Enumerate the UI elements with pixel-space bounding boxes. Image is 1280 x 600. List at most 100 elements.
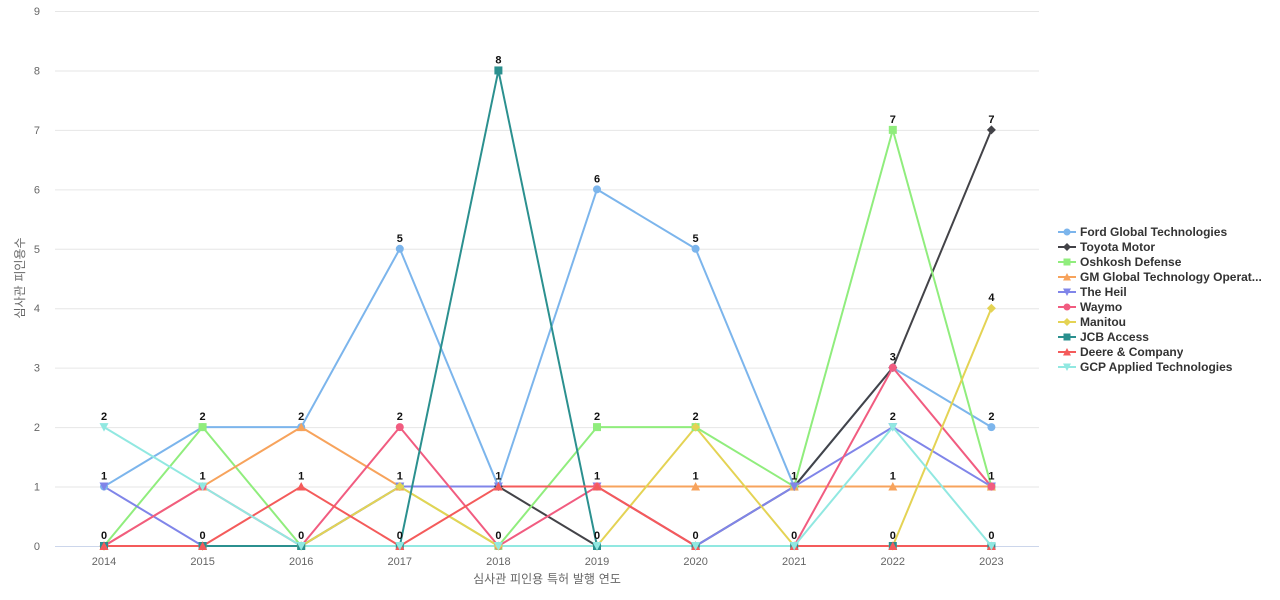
data-point[interactable] bbox=[987, 482, 996, 491]
data-label: 0 bbox=[397, 530, 403, 542]
data-point[interactable] bbox=[296, 542, 306, 551]
data-point[interactable] bbox=[493, 542, 503, 551]
legend-item[interactable]: GCP Applied Technologies bbox=[1058, 359, 1280, 374]
data-point[interactable] bbox=[592, 482, 602, 491]
x-tick-label: 2018 bbox=[486, 556, 510, 568]
legend-label: Oshkosh Defense bbox=[1080, 254, 1182, 269]
x-tick-label: 2023 bbox=[979, 556, 1003, 568]
data-point[interactable] bbox=[987, 423, 996, 432]
data-label: 6 bbox=[594, 173, 600, 185]
data-point[interactable] bbox=[296, 482, 306, 491]
series-line[interactable] bbox=[103, 188, 992, 488]
x-tick-label: 2020 bbox=[683, 556, 707, 568]
legend-label: Ford Global Technologies bbox=[1080, 224, 1228, 239]
data-label: 0 bbox=[988, 530, 994, 542]
data-point[interactable] bbox=[99, 482, 109, 492]
data-point[interactable] bbox=[691, 422, 701, 432]
legend-label: Deere & Company bbox=[1080, 344, 1184, 359]
data-label: 1 bbox=[495, 471, 501, 483]
legend-label: GCP Applied Technologies bbox=[1080, 359, 1233, 374]
data-point[interactable] bbox=[691, 482, 701, 491]
data-label: 8 bbox=[495, 54, 501, 66]
series-line[interactable] bbox=[103, 366, 993, 547]
data-point[interactable] bbox=[395, 542, 405, 551]
y-tick-label: 4 bbox=[34, 303, 40, 315]
legend-item[interactable]: GM Global Technology Operat... bbox=[1058, 269, 1280, 284]
data-label: 5 bbox=[397, 233, 403, 245]
data-point[interactable] bbox=[888, 541, 898, 551]
x-axis-ticks: 2014 2015 2016 2017 2018 2019 2020 2021 2022 2023 bbox=[92, 556, 1004, 568]
data-point[interactable] bbox=[198, 423, 207, 432]
data-point[interactable] bbox=[789, 482, 799, 492]
data-label: 0 bbox=[693, 530, 699, 542]
data-label: 0 bbox=[495, 530, 501, 542]
data-point[interactable] bbox=[99, 423, 109, 432]
data-point[interactable] bbox=[99, 541, 109, 551]
y-tick-label: 9 bbox=[34, 6, 40, 18]
data-point[interactable] bbox=[888, 423, 898, 432]
series-lines bbox=[103, 69, 993, 547]
y-tick-label: 1 bbox=[34, 482, 40, 494]
legend-item[interactable]: Waymo bbox=[1058, 299, 1280, 314]
legend-label: The Heil bbox=[1080, 284, 1127, 299]
data-point[interactable] bbox=[789, 542, 799, 551]
legend-item[interactable]: Oshkosh Defense bbox=[1058, 254, 1280, 269]
data-label: 1 bbox=[693, 471, 699, 483]
data-label: 3 bbox=[890, 352, 896, 364]
data-point[interactable] bbox=[986, 125, 996, 135]
data-label: 0 bbox=[101, 530, 107, 542]
legend-item[interactable]: Deere & Company bbox=[1058, 344, 1280, 359]
data-point[interactable] bbox=[395, 244, 404, 253]
x-tick-label: 2014 bbox=[92, 556, 116, 568]
x-axis-title: 심사관 피인용 특허 발행 연도 bbox=[473, 571, 621, 586]
data-point[interactable] bbox=[395, 423, 404, 432]
data-label: 1 bbox=[791, 471, 797, 483]
legend-swatch bbox=[1058, 333, 1076, 340]
legend-swatch bbox=[1058, 347, 1076, 355]
legend-swatch bbox=[1058, 317, 1076, 326]
legend: Ford Global Technologies Toyota Motor Oshk… bbox=[1058, 224, 1280, 374]
legend-label: GM Global Technology Operat... bbox=[1080, 269, 1262, 284]
data-label: 1 bbox=[890, 471, 896, 483]
data-point[interactable] bbox=[593, 185, 601, 194]
data-point[interactable] bbox=[691, 542, 701, 551]
data-point[interactable] bbox=[494, 66, 503, 75]
data-label: 2 bbox=[200, 411, 206, 423]
series-markers bbox=[99, 66, 996, 551]
data-point[interactable] bbox=[986, 542, 996, 551]
data-point[interactable] bbox=[986, 303, 996, 313]
legend-item[interactable]: JCB Access bbox=[1058, 329, 1280, 344]
legend-item[interactable]: Manitou bbox=[1058, 314, 1280, 329]
x-tick-label: 2017 bbox=[388, 556, 412, 568]
data-point[interactable] bbox=[395, 482, 405, 492]
legend-item[interactable]: The Heil bbox=[1058, 284, 1280, 299]
data-point[interactable] bbox=[592, 542, 602, 551]
data-point[interactable] bbox=[198, 482, 208, 492]
legend-label: JCB Access bbox=[1080, 329, 1149, 344]
data-label: 2 bbox=[890, 411, 896, 423]
x-tick-label: 2022 bbox=[881, 556, 905, 568]
legend-item[interactable]: Toyota Motor bbox=[1058, 239, 1280, 254]
data-point[interactable] bbox=[296, 422, 306, 432]
data-label: 0 bbox=[594, 530, 600, 542]
data-label: 1 bbox=[594, 471, 600, 483]
data-point[interactable] bbox=[198, 541, 208, 551]
legend-swatch bbox=[1058, 258, 1076, 265]
data-point[interactable] bbox=[691, 244, 700, 253]
data-point[interactable] bbox=[493, 482, 503, 491]
data-point[interactable] bbox=[888, 363, 897, 372]
legend-swatch bbox=[1058, 288, 1076, 296]
x-tick-label: 2016 bbox=[289, 556, 313, 568]
data-label: 4 bbox=[988, 292, 995, 304]
x-tick-label: 2021 bbox=[782, 556, 806, 568]
y-tick-label: 3 bbox=[34, 363, 40, 375]
data-label: 2 bbox=[988, 411, 994, 423]
data-point[interactable] bbox=[888, 482, 898, 491]
y-tick-label: 2 bbox=[34, 422, 40, 434]
y-tick-label: 5 bbox=[34, 244, 40, 256]
data-point[interactable] bbox=[888, 125, 897, 134]
series-line[interactable] bbox=[103, 426, 993, 547]
legend-swatch bbox=[1058, 272, 1076, 280]
data-point[interactable] bbox=[593, 423, 601, 432]
legend-item[interactable]: Ford Global Technologies bbox=[1058, 224, 1280, 239]
